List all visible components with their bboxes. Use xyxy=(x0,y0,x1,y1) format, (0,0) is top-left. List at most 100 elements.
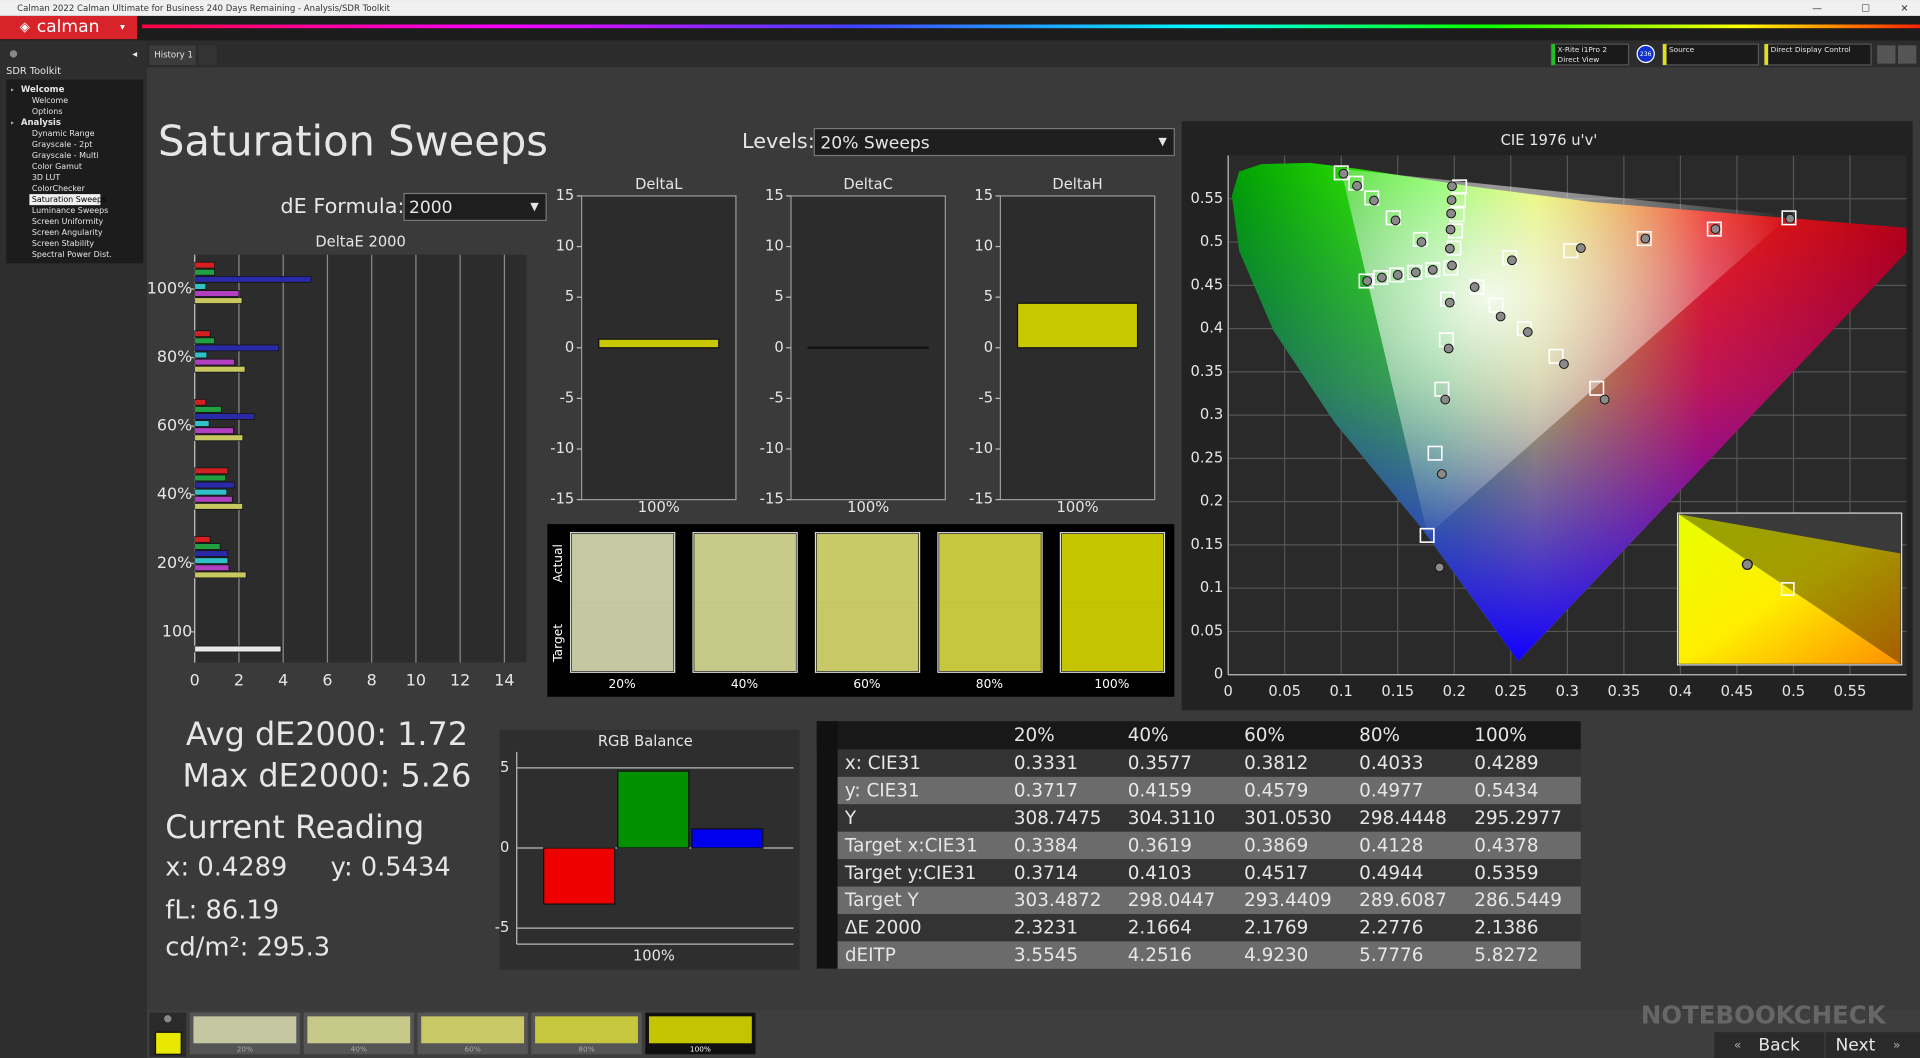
table-cell: 0.3717 xyxy=(1014,781,1078,802)
bar xyxy=(194,488,228,496)
summary-max: Max dE2000: 5.26 xyxy=(182,757,471,795)
row-label: Actual xyxy=(551,544,565,582)
bar xyxy=(194,467,229,475)
measured-point xyxy=(1640,233,1651,244)
maximize-button[interactable]: ☐ xyxy=(1861,4,1870,15)
formula-label: dE Formula: xyxy=(280,194,404,218)
x-tick-label: 6 xyxy=(322,670,332,689)
x-tick-label: 0.5 xyxy=(1782,683,1805,700)
target-point xyxy=(1407,264,1423,280)
table-row xyxy=(837,886,1581,914)
tree-item[interactable]: Options xyxy=(32,107,63,116)
tree-item[interactable]: 3D LUT xyxy=(32,173,61,182)
tree-item[interactable]: ColorChecker xyxy=(32,184,86,193)
tree-item[interactable]: Grayscale - Multi xyxy=(32,151,99,160)
swatch-label: 80% xyxy=(976,677,1003,691)
y-tick-label: -10 xyxy=(969,440,993,457)
y-tick-label: 0.2 xyxy=(1200,493,1223,510)
swatch-label: 100% xyxy=(1094,677,1129,691)
bar xyxy=(194,358,235,366)
add-tab-button[interactable] xyxy=(198,45,217,65)
tree-item[interactable]: Screen Uniformity xyxy=(32,217,104,226)
tree-item[interactable]: Spectral Power Dist. xyxy=(32,250,112,259)
bar xyxy=(194,406,222,413)
table-row xyxy=(837,941,1581,969)
bar xyxy=(598,338,720,349)
tree-item[interactable]: Color Gamut xyxy=(32,162,82,171)
target-swatch xyxy=(816,602,919,672)
sidebar-pin[interactable] xyxy=(9,50,18,58)
history-tab[interactable] xyxy=(149,45,196,65)
table-cell: 0.3714 xyxy=(1014,863,1078,884)
x-tick-label: 0.4 xyxy=(1669,683,1692,700)
levels-dropdown[interactable] xyxy=(813,127,1175,157)
table-cell: 0.4033 xyxy=(1359,753,1423,774)
back-button[interactable] xyxy=(1714,1032,1825,1058)
bar xyxy=(194,571,247,579)
tree-item[interactable]: Saturation Sweeps xyxy=(32,195,106,204)
measured-point xyxy=(1785,213,1795,224)
target-point xyxy=(1434,381,1450,397)
app-menu-button[interactable] xyxy=(0,15,138,40)
target-point xyxy=(1373,270,1389,286)
bar xyxy=(194,536,211,543)
measured-point xyxy=(1352,180,1362,191)
zoom-measured xyxy=(1741,559,1753,571)
sidebar-collapse[interactable]: ◂ xyxy=(132,49,137,60)
bar xyxy=(617,770,690,849)
display-control-label: Direct Display Control xyxy=(1771,45,1851,54)
bar xyxy=(543,847,616,905)
table-row xyxy=(837,859,1581,887)
measured-point xyxy=(1410,267,1421,278)
bar xyxy=(194,283,207,290)
bar xyxy=(194,543,221,550)
tree-item[interactable]: Grayscale - 2pt xyxy=(32,140,93,149)
tree-item[interactable]: Welcome xyxy=(32,96,68,105)
x-tick-label: 100% xyxy=(1057,499,1099,516)
table-cell: 2.1664 xyxy=(1128,918,1192,939)
table-cell: 2.1769 xyxy=(1244,918,1308,939)
logo-icon: ◈ xyxy=(20,20,31,35)
x-tick-label: 0.25 xyxy=(1494,683,1527,700)
next-button[interactable] xyxy=(1825,1032,1920,1058)
current-color xyxy=(154,1031,182,1055)
summary-y: y: 0.5434 xyxy=(331,853,451,883)
bar xyxy=(194,550,229,557)
bar xyxy=(194,564,230,572)
y-tick-label: 0.25 xyxy=(1191,449,1224,466)
measured-point xyxy=(1369,195,1379,206)
y-tick-label: 5 xyxy=(984,288,993,305)
table-cell: 295.2977 xyxy=(1474,808,1562,829)
thumbnail-label: 80% xyxy=(578,1044,594,1053)
bar xyxy=(194,330,211,338)
table-row xyxy=(837,776,1581,805)
swatch-label: 20% xyxy=(608,677,635,691)
tree-item[interactable]: Screen Stability xyxy=(32,239,95,248)
y-tick-label: 0.4 xyxy=(1200,320,1223,337)
table-cell: 0.5359 xyxy=(1474,863,1538,884)
x-tick-label: 0 xyxy=(1223,683,1232,700)
chart-title: DeltaH xyxy=(1052,176,1102,193)
y-tick-label: 100 xyxy=(162,621,192,640)
formula-dropdown[interactable] xyxy=(403,192,547,222)
meter-badge[interactable] xyxy=(1636,44,1655,64)
swatch-label: 60% xyxy=(853,677,880,691)
tree-item[interactable]: Dynamic Range xyxy=(32,129,95,138)
minimize-button[interactable]: — xyxy=(1812,4,1822,15)
swatch-label: 40% xyxy=(731,677,758,691)
chart-title: DeltaL xyxy=(635,176,683,193)
settings-button[interactable] xyxy=(1877,45,1896,64)
y-tick-label: 40% xyxy=(157,484,192,503)
eye-icon[interactable] xyxy=(164,1015,172,1023)
column-header: 40% xyxy=(1128,725,1169,746)
tree-item[interactable]: Luminance Sweeps xyxy=(32,206,108,215)
next-arrow: » xyxy=(1893,1038,1901,1052)
measured-point xyxy=(1710,224,1721,234)
menu-arrow: ▾ xyxy=(120,22,125,33)
close-button[interactable]: ✕ xyxy=(1900,4,1908,15)
collapse-button[interactable] xyxy=(1897,45,1917,64)
tree-item[interactable]: Screen Angularity xyxy=(32,228,103,237)
measured-point xyxy=(1434,562,1445,573)
y-tick-label: -10 xyxy=(550,440,574,457)
